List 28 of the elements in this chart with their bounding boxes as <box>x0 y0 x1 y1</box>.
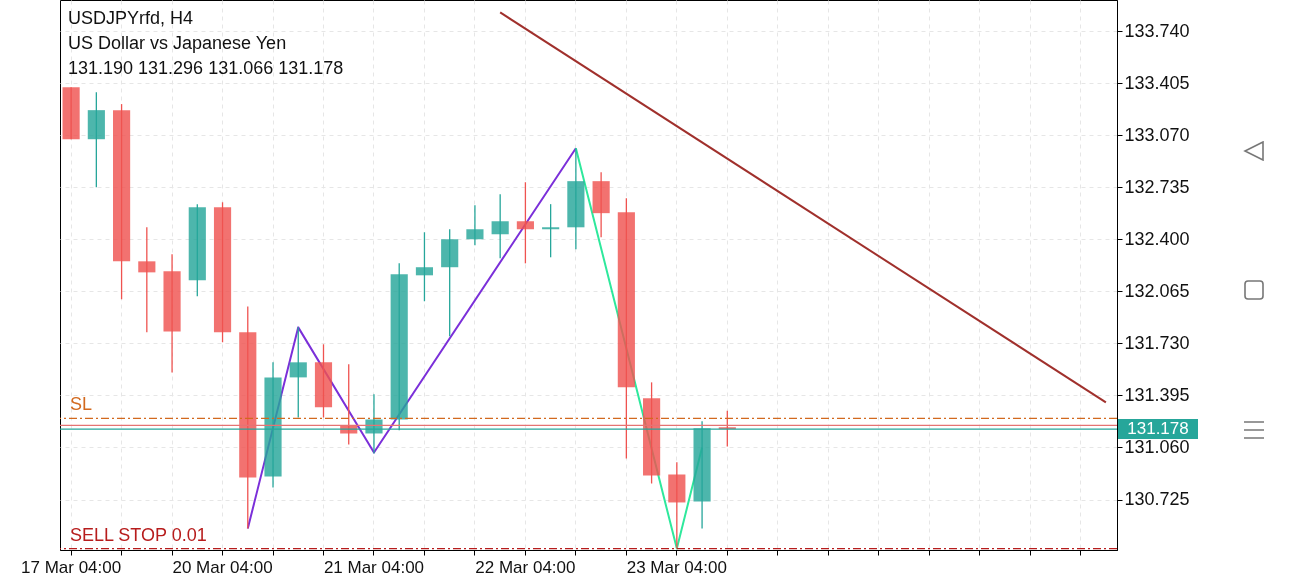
chart-title: USDJPYrfd, H4 <box>68 8 194 28</box>
y-tick-label: 130.725 <box>1124 489 1190 510</box>
annotation: 131.190 131.296 131.066 131.178 <box>68 58 344 78</box>
y-tick-label: 131.060 <box>1124 436 1190 457</box>
candlestick <box>415 231 434 302</box>
candlestick <box>491 193 509 259</box>
candlestick <box>466 204 484 246</box>
candlestick <box>542 203 560 258</box>
text: US Dollar vs Japanese Yen <box>68 33 287 53</box>
y-tick-label: 133.405 <box>1124 72 1190 93</box>
ref-line-label: 131.178 <box>1127 419 1189 439</box>
x-tick-label: 22 Mar 04:00 <box>475 557 576 577</box>
y-tick-label: 132.400 <box>1124 228 1190 249</box>
x-tick-label: 23 Mar 04:00 <box>626 557 727 577</box>
ref-line-label: SELL STOP 0.01 <box>70 524 207 545</box>
y-tick-label: 131.395 <box>1124 384 1190 405</box>
y-tick-label: 133.070 <box>1124 124 1190 145</box>
y-tick-label: 133.740 <box>1124 20 1190 41</box>
candlestick <box>289 326 307 419</box>
ref-line-label: SL <box>70 394 93 415</box>
y-tick-label: 132.735 <box>1124 176 1190 197</box>
x-tick-label: 21 Mar 04:00 <box>323 557 425 577</box>
candlestick <box>516 181 534 264</box>
y-tick-label: 132.065 <box>1124 280 1190 301</box>
x-tick-label: 20 Mar 04:00 <box>172 557 273 577</box>
y-tick-label: 131.730 <box>1124 332 1190 353</box>
x-tick-label: 17 Mar 04:00 <box>21 557 122 577</box>
candlestick <box>138 226 156 333</box>
